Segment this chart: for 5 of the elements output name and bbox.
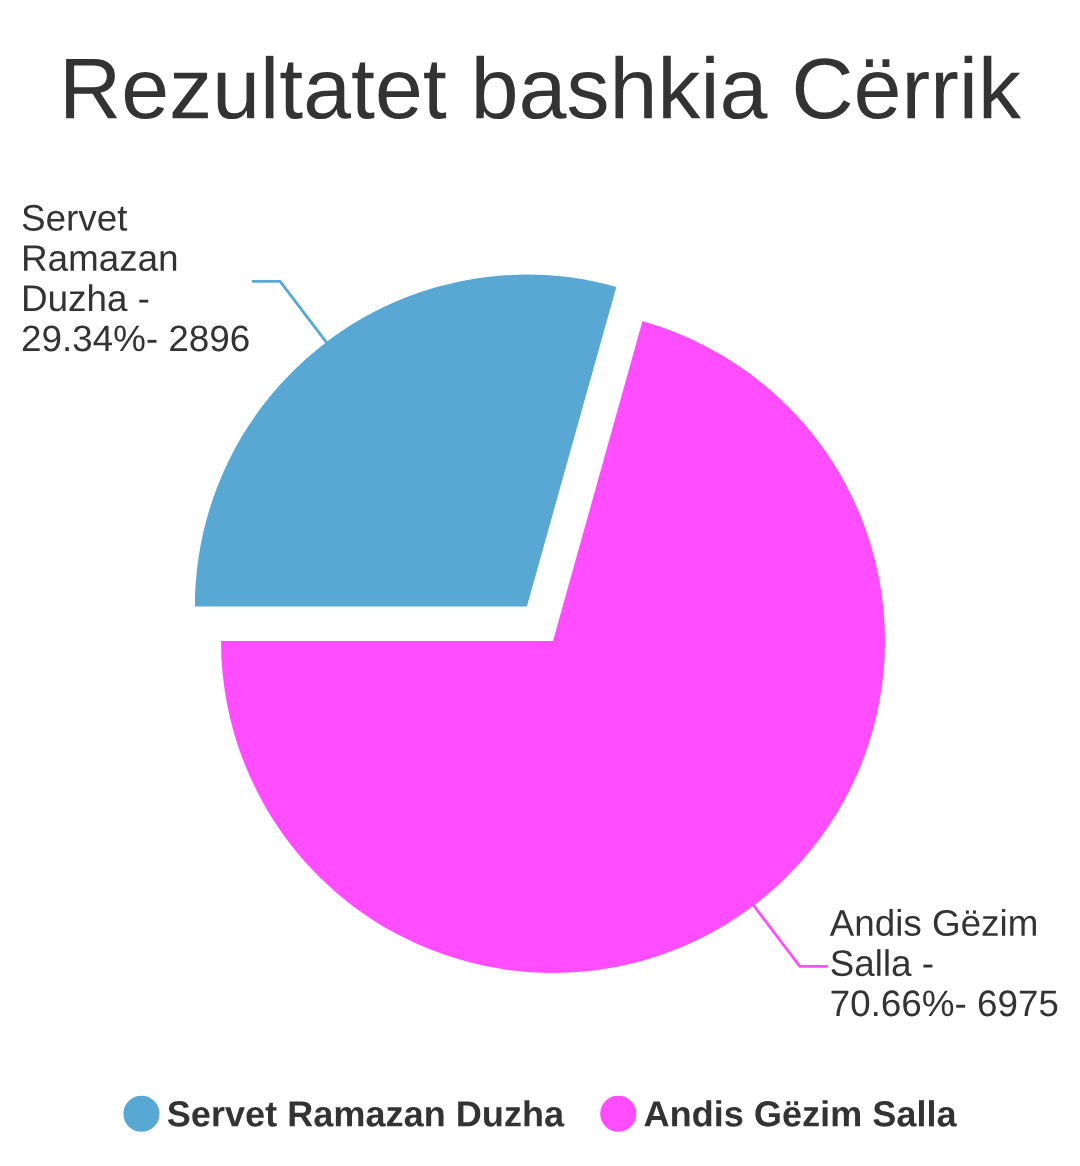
chart-title: Rezultatet bashkia Cërrik: [66, 55, 1022, 120]
data-label: Servet Ramazan Duzha - 29.34%- 2896: [22, 204, 249, 352]
data-label: Andis Gëzim Salla - 70.66%- 6975: [829, 908, 1058, 1017]
legend-label: Andis Gëzim Salla: [644, 1100, 957, 1127]
legend-label: Servet Ramazan Duzha: [167, 1100, 565, 1127]
